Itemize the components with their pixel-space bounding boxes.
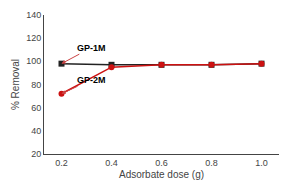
svg-text:0.2: 0.2	[55, 158, 68, 168]
svg-text:40: 40	[31, 126, 41, 136]
svg-text:120: 120	[26, 33, 41, 43]
svg-text:% Removal: % Removal	[10, 59, 21, 110]
svg-text:GP-2M: GP-2M	[77, 75, 106, 85]
svg-text:80: 80	[31, 80, 41, 90]
svg-text:100: 100	[26, 56, 41, 66]
svg-text:0.8: 0.8	[205, 158, 218, 168]
svg-text:Adsorbate dose (g): Adsorbate dose (g)	[119, 169, 204, 180]
svg-text:GP-1M: GP-1M	[77, 43, 106, 53]
svg-text:0.4: 0.4	[105, 158, 118, 168]
svg-text:0.6: 0.6	[155, 158, 168, 168]
svg-text:20: 20	[31, 149, 41, 159]
svg-text:140: 140	[26, 10, 41, 20]
svg-text:1.0: 1.0	[255, 158, 268, 168]
svg-text:60: 60	[31, 103, 41, 113]
